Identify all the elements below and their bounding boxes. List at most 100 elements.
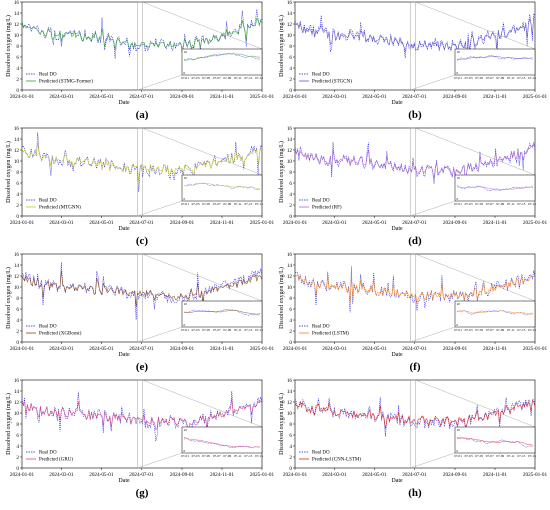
- inset-x-tick-label: 07-01: [181, 328, 189, 332]
- inset-x-tick-label: 07-13: [244, 454, 252, 458]
- inset-y-tick-label: 0: [457, 449, 459, 453]
- x-axis-label: Date: [118, 100, 130, 106]
- legend-entry: Predicted (STMG-Former): [39, 80, 93, 85]
- inset-x-tick-label: 07-05: [475, 454, 483, 458]
- inset-y-tick-label: 10: [184, 176, 188, 180]
- x-tick-label: 2025-01-01: [250, 94, 275, 100]
- zoom-connector: [410, 74, 456, 91]
- panel-label: (g): [136, 487, 149, 499]
- y-axis-label: Dissolved oxygen (mg/L): [5, 15, 12, 77]
- x-axis-label: Date: [391, 226, 403, 232]
- chart-panel: 0 2 4 6 8 10 12 14 16 2024-01-01 2024-03-01 2024-05…: [5, 378, 275, 499]
- y-tick-label: 10: [287, 411, 293, 417]
- inset-frame: [181, 300, 263, 328]
- y-tick-label: 4: [289, 66, 292, 72]
- y-tick-label: 4: [16, 444, 19, 450]
- inset-x-tick-label: 07-11: [507, 76, 515, 80]
- x-axis-label: Date: [118, 478, 130, 484]
- y-tick-label: 10: [287, 285, 293, 291]
- y-tick-label: 0: [16, 466, 19, 472]
- y-tick-label: 6: [16, 55, 19, 61]
- x-tick-label: 2024-11-01: [210, 94, 234, 100]
- x-tick-label: 2024-07-01: [402, 94, 427, 100]
- chart-panel: 0 2 4 6 8 10 12 14 16 2024-01-01 2024-03-01 2024-05…: [278, 252, 548, 373]
- inset-x-tick-label: 07-15: [255, 202, 263, 206]
- y-tick-label: 2: [289, 329, 292, 335]
- inset-x-tick-label: 07-13: [517, 328, 525, 332]
- inset-x-tick-label: 07-07: [486, 76, 494, 80]
- zoom-region: [410, 1, 416, 91]
- inset-y-tick-label: 0: [457, 71, 459, 75]
- inset-x-tick-label: 07-15: [528, 76, 536, 80]
- x-tick-label: 2024-05-01: [89, 472, 114, 478]
- legend-entry: Real DO: [39, 451, 57, 456]
- series-line-predicted: [21, 270, 263, 307]
- y-tick-label: 16: [14, 126, 20, 132]
- y-tick-label: 10: [14, 33, 20, 39]
- inset-x-tick-label: 07-05: [475, 328, 483, 332]
- x-tick-label: 2024-11-01: [483, 220, 507, 226]
- inset-x-tick-label: 07-09: [223, 76, 231, 80]
- inset-x-tick-label: 07-03: [192, 76, 200, 80]
- inset-frame: [454, 300, 536, 328]
- inset-y-tick-label: 0: [184, 197, 186, 201]
- x-tick-label: 2024-11-01: [483, 472, 507, 478]
- x-tick-label: 2024-03-01: [49, 472, 74, 478]
- inset-x-tick-label: 07-11: [234, 454, 242, 458]
- inset-x-tick-label: 07-01: [181, 454, 189, 458]
- legend-entry: Real DO: [312, 325, 330, 330]
- x-tick-label: 2024-05-01: [362, 94, 387, 100]
- inset-y-tick-label: 10: [184, 428, 188, 432]
- x-tick-label: 2024-09-01: [170, 94, 195, 100]
- series-line-predicted: [294, 16, 536, 58]
- y-tick-label: 16: [287, 378, 293, 384]
- inset-x-tick-label: 07-07: [486, 328, 494, 332]
- x-tick-label: 2024-09-01: [170, 346, 195, 352]
- inset-x-tick-label: 07-13: [517, 454, 525, 458]
- y-tick-label: 10: [14, 159, 20, 165]
- zoom-region: [137, 379, 143, 469]
- y-tick-label: 6: [16, 307, 19, 313]
- y-axis-label: Dissolved oxygen (mg/L): [5, 141, 12, 203]
- inset-x-tick-label: 07-07: [213, 202, 221, 206]
- y-tick-label: 0: [289, 340, 292, 346]
- inset-line-real-do: [183, 437, 261, 448]
- y-tick-label: 16: [14, 252, 20, 258]
- y-tick-label: 14: [287, 263, 293, 269]
- inset-frame: [181, 48, 263, 76]
- x-tick-label: 2024-01-01: [283, 220, 308, 226]
- x-tick-label: 2024-07-01: [402, 472, 427, 478]
- inset-x-tick-label: 07-11: [507, 328, 515, 332]
- y-tick-label: 10: [14, 285, 20, 291]
- y-tick-label: 16: [287, 252, 293, 258]
- y-tick-label: 10: [287, 33, 293, 39]
- legend-entry: Real DO: [39, 73, 57, 78]
- inset-y-tick-label: 10: [184, 50, 188, 54]
- series-line-predicted: [294, 400, 536, 429]
- x-tick-label: 2024-03-01: [322, 220, 347, 226]
- zoom-connector: [410, 326, 456, 343]
- x-tick-label: 2024-01-01: [283, 346, 308, 352]
- inset-x-tick-label: 07-05: [475, 76, 483, 80]
- panel-label: (h): [408, 487, 422, 499]
- y-tick-label: 8: [289, 296, 292, 302]
- inset-x-tick-label: 07-07: [213, 328, 221, 332]
- series-line-predicted: [21, 17, 263, 51]
- inset-y-tick-label: 10: [457, 302, 461, 306]
- x-tick-label: 2025-01-01: [523, 346, 548, 352]
- inset-x-tick-label: 07-03: [465, 328, 473, 332]
- y-tick-label: 2: [16, 329, 19, 335]
- y-axis-label: Dissolved oxygen (mg/L): [5, 267, 12, 329]
- zoom-region: [137, 253, 143, 343]
- x-tick-label: 2024-03-01: [322, 472, 347, 478]
- x-tick-label: 2025-01-01: [250, 220, 275, 226]
- x-tick-label: 2024-09-01: [170, 220, 195, 226]
- y-tick-label: 16: [287, 126, 293, 132]
- inset-x-tick-label: 07-15: [255, 454, 263, 458]
- inset-x-tick-label: 07-07: [486, 202, 494, 206]
- x-tick-label: 2025-01-01: [523, 94, 548, 100]
- x-tick-label: 2024-05-01: [362, 346, 387, 352]
- legend-entry: Real DO: [39, 325, 57, 330]
- x-tick-label: 2024-05-01: [89, 94, 114, 100]
- inset-x-tick-label: 07-05: [202, 202, 210, 206]
